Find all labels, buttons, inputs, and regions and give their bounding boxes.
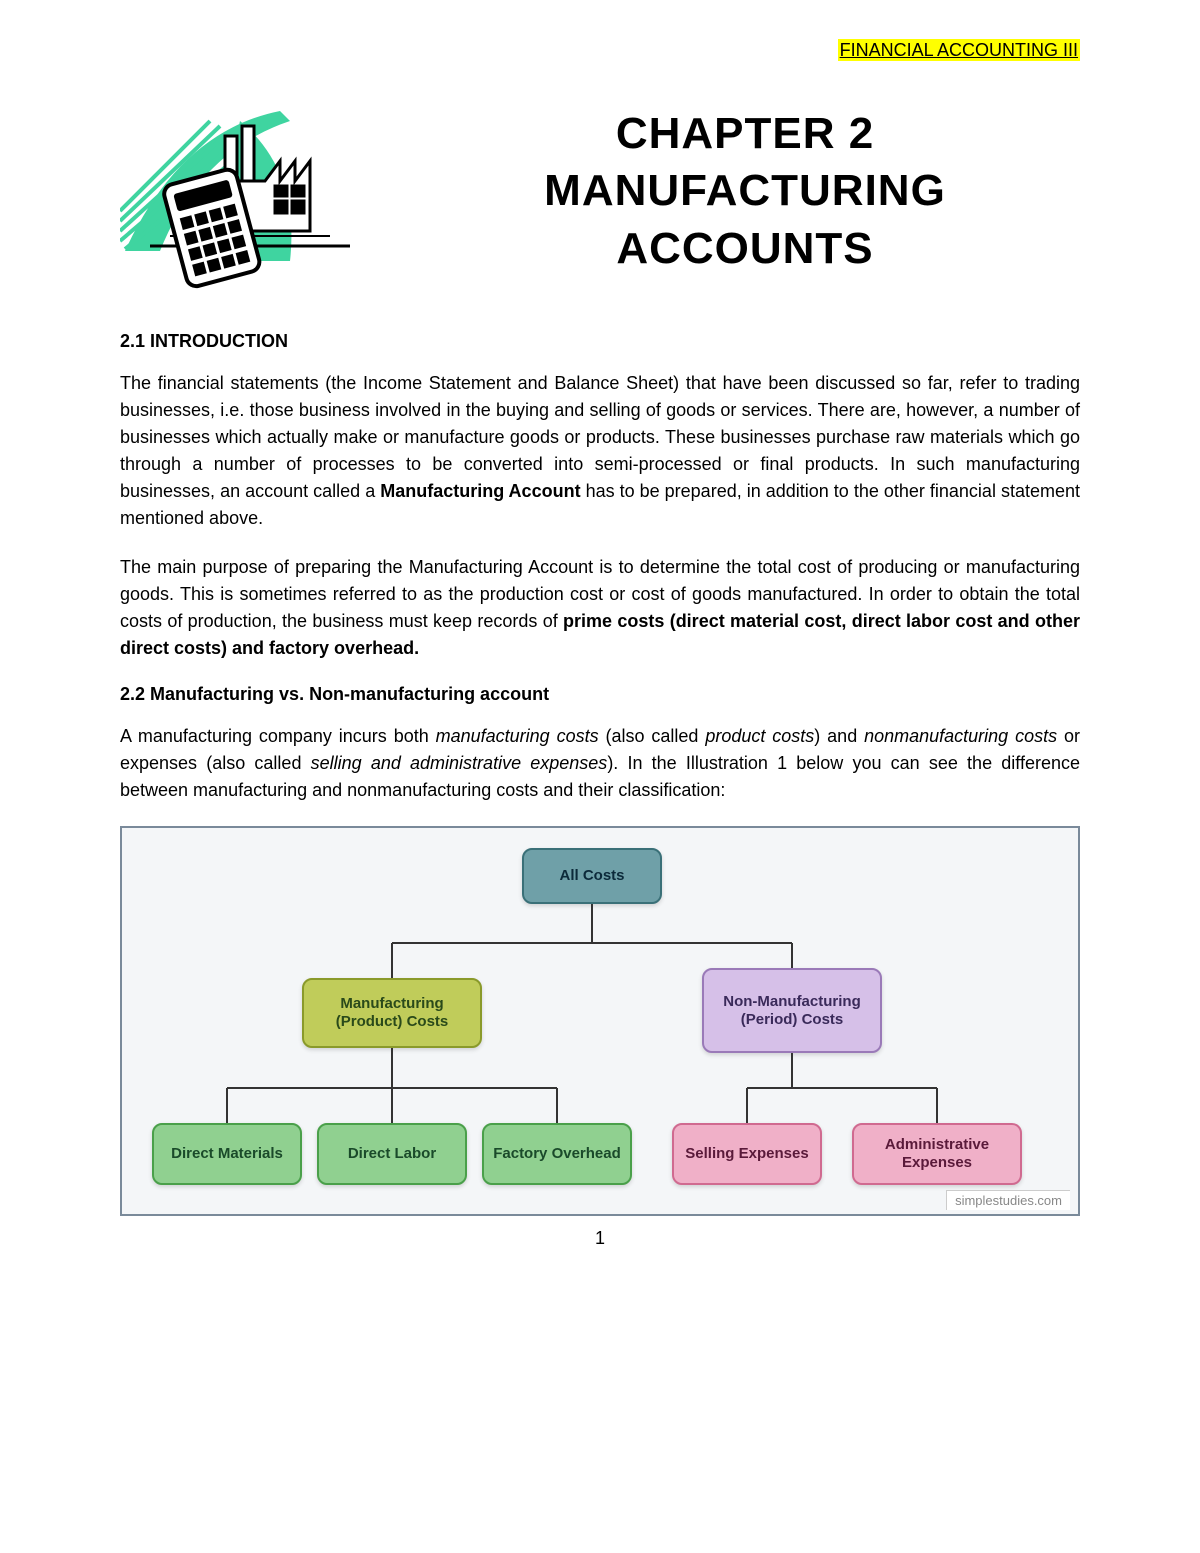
chapter-title-line1: CHAPTER 2 [616, 109, 874, 158]
diagram-node-admin: Administrative Expenses [852, 1123, 1022, 1185]
text-italic: selling and administrative expenses [311, 753, 608, 773]
diagram-connector [591, 904, 593, 943]
text-run: A manufacturing company incurs both [120, 726, 436, 746]
diagram-node-root: All Costs [522, 848, 662, 904]
diagram-connector [747, 1087, 937, 1089]
diagram-connector [391, 1048, 393, 1088]
diagram-connector [556, 1088, 558, 1123]
diagram-connector [791, 1053, 793, 1088]
text-italic: manufacturing costs [436, 726, 599, 746]
diagram-connector [391, 943, 393, 978]
chapter-title-line2: MANUFACTURING [544, 166, 946, 215]
diagram-watermark: simplestudies.com [946, 1190, 1070, 1210]
diagram-node-nonmfg: Non-Manufacturing (Period) Costs [702, 968, 882, 1053]
text-run: (also called [599, 726, 706, 746]
diagram-node-dm: Direct Materials [152, 1123, 302, 1185]
paragraph-2: The main purpose of preparing the Manufa… [120, 554, 1080, 662]
section-number: 2.2 [120, 684, 145, 704]
section-2-2-heading: 2.2 Manufacturing vs. Non-manufacturing … [120, 684, 1080, 705]
diagram-connector [391, 1088, 393, 1123]
course-header: FINANCIAL ACCOUNTING III [120, 40, 1080, 61]
course-title: FINANCIAL ACCOUNTING III [838, 39, 1080, 61]
diagram-connector [936, 1088, 938, 1123]
text-italic: product costs [705, 726, 814, 746]
diagram-connector [791, 943, 793, 968]
section-2-1-heading: 2.1 INTRODUCTION [120, 331, 1080, 352]
diagram-connector [226, 1088, 228, 1123]
chapter-header: CHAPTER 2 MANUFACTURING ACCOUNTS [120, 91, 1080, 291]
text-italic: nonmanufacturing costs [864, 726, 1057, 746]
paragraph-3: A manufacturing company incurs both manu… [120, 723, 1080, 804]
diagram-node-dl: Direct Labor [317, 1123, 467, 1185]
diagram-connector [392, 942, 792, 944]
paragraph-1: The financial statements (the Income Sta… [120, 370, 1080, 532]
diagram-node-foh: Factory Overhead [482, 1123, 632, 1185]
chapter-title-block: CHAPTER 2 MANUFACTURING ACCOUNTS [410, 105, 1080, 277]
diagram-connector [746, 1088, 748, 1123]
diagram-node-mfg: Manufacturing (Product) Costs [302, 978, 482, 1048]
cost-diagram-container: All Costs Manufacturing (Product) Costs No… [120, 826, 1080, 1216]
section-title: INTRODUCTION [150, 331, 288, 351]
section-number: 2.1 [120, 331, 145, 351]
text-bold: Manufacturing Account [380, 481, 580, 501]
chapter-icon [120, 91, 380, 291]
section-title: Manufacturing vs. Non-manufacturing acco… [150, 684, 549, 704]
page-number: 1 [120, 1228, 1080, 1249]
cost-diagram: All Costs Manufacturing (Product) Costs No… [142, 848, 1058, 1208]
diagram-node-sell: Selling Expenses [672, 1123, 822, 1185]
text-run: ) and [814, 726, 864, 746]
chapter-title-line3: ACCOUNTS [616, 224, 873, 273]
